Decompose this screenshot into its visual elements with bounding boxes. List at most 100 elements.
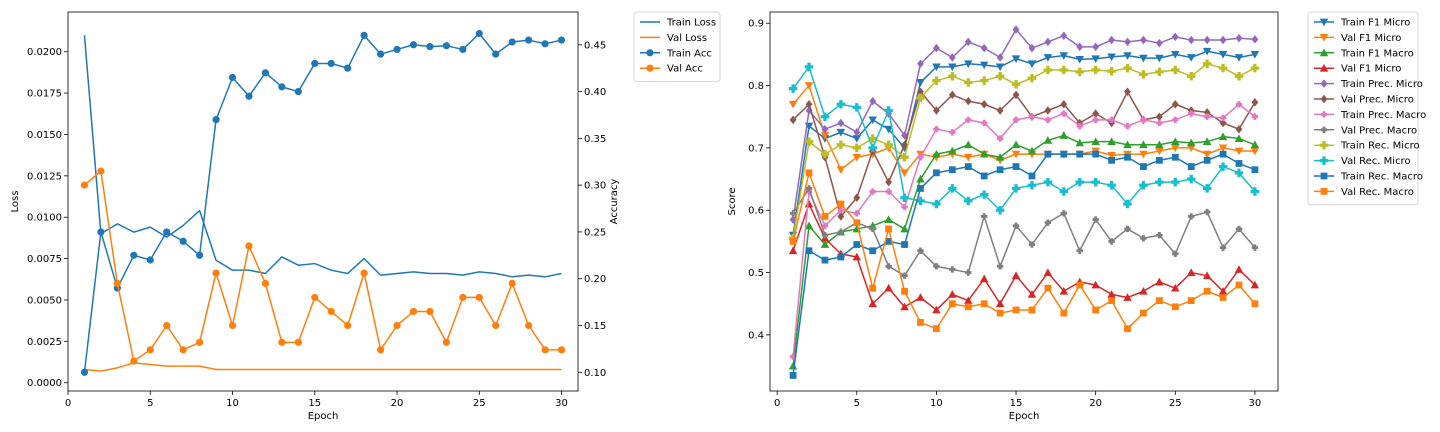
data-point	[1171, 137, 1180, 146]
data-point	[146, 346, 154, 354]
data-point	[1219, 244, 1227, 251]
series-line	[792, 187, 1256, 277]
data-point	[1027, 60, 1037, 68]
data-point	[1044, 116, 1052, 124]
plot-frame	[769, 11, 1279, 392]
data-point	[1059, 287, 1069, 295]
data-point	[1155, 297, 1163, 305]
data-point	[1155, 38, 1163, 48]
data-point	[980, 172, 988, 180]
data-point	[789, 237, 797, 245]
data-point	[1059, 52, 1069, 60]
y2-tick-label: 0.15	[584, 321, 606, 332]
data-point	[980, 100, 988, 109]
y-tick-label: 0.0100	[27, 213, 62, 224]
data-point	[1028, 113, 1036, 120]
data-point	[278, 338, 286, 346]
data-point	[1011, 184, 1021, 193]
series-train-prec-macro-6	[789, 101, 1259, 360]
data-point	[1012, 306, 1020, 314]
data-point	[1203, 113, 1211, 120]
legend-swatch-marker	[1320, 79, 1328, 88]
data-point	[1027, 181, 1037, 190]
data-point	[1124, 37, 1131, 47]
data-point	[933, 169, 940, 177]
data-point	[261, 69, 270, 77]
data-point	[311, 59, 319, 68]
x-tick-label: 20	[1089, 398, 1102, 409]
data-point	[1188, 213, 1195, 220]
data-point	[948, 146, 957, 155]
data-point	[1091, 137, 1100, 146]
series-val-f1-micro-3	[788, 199, 1260, 314]
data-point	[1172, 116, 1179, 124]
x-tick-label: 30	[1249, 398, 1262, 409]
data-point	[789, 115, 797, 125]
data-point	[837, 228, 845, 236]
series-val-prec-macro-7	[789, 185, 1259, 279]
data-point	[278, 83, 286, 91]
legend-label: Val Acc	[667, 64, 703, 75]
data-point	[869, 225, 876, 233]
data-point	[853, 219, 861, 227]
data-point	[933, 325, 940, 333]
data-point	[804, 199, 814, 208]
data-point	[1188, 110, 1195, 117]
data-point	[789, 210, 797, 217]
legend-label: Val F1 Micro	[1341, 33, 1401, 44]
data-point	[964, 60, 973, 68]
legend-item: Train F1 Micro	[1314, 18, 1410, 29]
data-point	[1171, 144, 1180, 153]
series-line	[83, 32, 562, 373]
data-point	[557, 346, 566, 354]
data-point	[393, 45, 401, 54]
data-point	[1235, 281, 1243, 289]
data-point	[1108, 297, 1115, 305]
data-point	[1250, 187, 1260, 196]
data-point	[1012, 163, 1020, 170]
y-tick-label: 0.7	[748, 143, 764, 154]
data-point	[821, 231, 829, 239]
data-point	[917, 319, 924, 326]
data-point	[820, 112, 830, 121]
data-point	[1139, 287, 1148, 295]
data-point	[146, 256, 154, 264]
data-point	[1108, 238, 1115, 245]
data-point	[821, 124, 829, 134]
data-point	[1091, 65, 1100, 75]
data-point	[900, 224, 909, 233]
data-point	[1186, 144, 1196, 153]
data-point	[965, 116, 972, 124]
data-point	[1027, 146, 1037, 155]
data-point	[212, 269, 220, 277]
data-point	[1171, 65, 1180, 75]
data-point	[948, 71, 957, 81]
data-point	[1140, 235, 1147, 242]
legend-swatch-marker	[1320, 172, 1328, 180]
data-point	[948, 300, 956, 308]
data-point	[1155, 54, 1164, 63]
series-layer	[788, 25, 1260, 379]
legend-swatch-marker	[1319, 140, 1329, 150]
data-point	[932, 305, 941, 314]
data-point	[853, 241, 861, 248]
data-point	[1075, 177, 1084, 187]
data-point	[933, 263, 940, 270]
data-point	[327, 59, 335, 68]
data-point	[1012, 25, 1020, 34]
series-val-rec-micro-9	[788, 62, 1260, 215]
x-tick-label: 0	[65, 398, 71, 409]
data-point	[821, 222, 829, 229]
y-tick-label: 0.0150	[27, 130, 62, 141]
data-point	[1186, 54, 1196, 62]
data-point	[525, 36, 533, 44]
data-point	[917, 154, 924, 161]
data-point	[995, 63, 1005, 72]
data-point	[805, 169, 813, 177]
data-point	[1107, 137, 1116, 146]
data-point	[1139, 140, 1148, 149]
data-point	[1027, 73, 1037, 83]
legend-item: Val Prec. Micro	[1314, 95, 1414, 106]
data-point	[980, 300, 988, 308]
data-point	[179, 346, 187, 354]
